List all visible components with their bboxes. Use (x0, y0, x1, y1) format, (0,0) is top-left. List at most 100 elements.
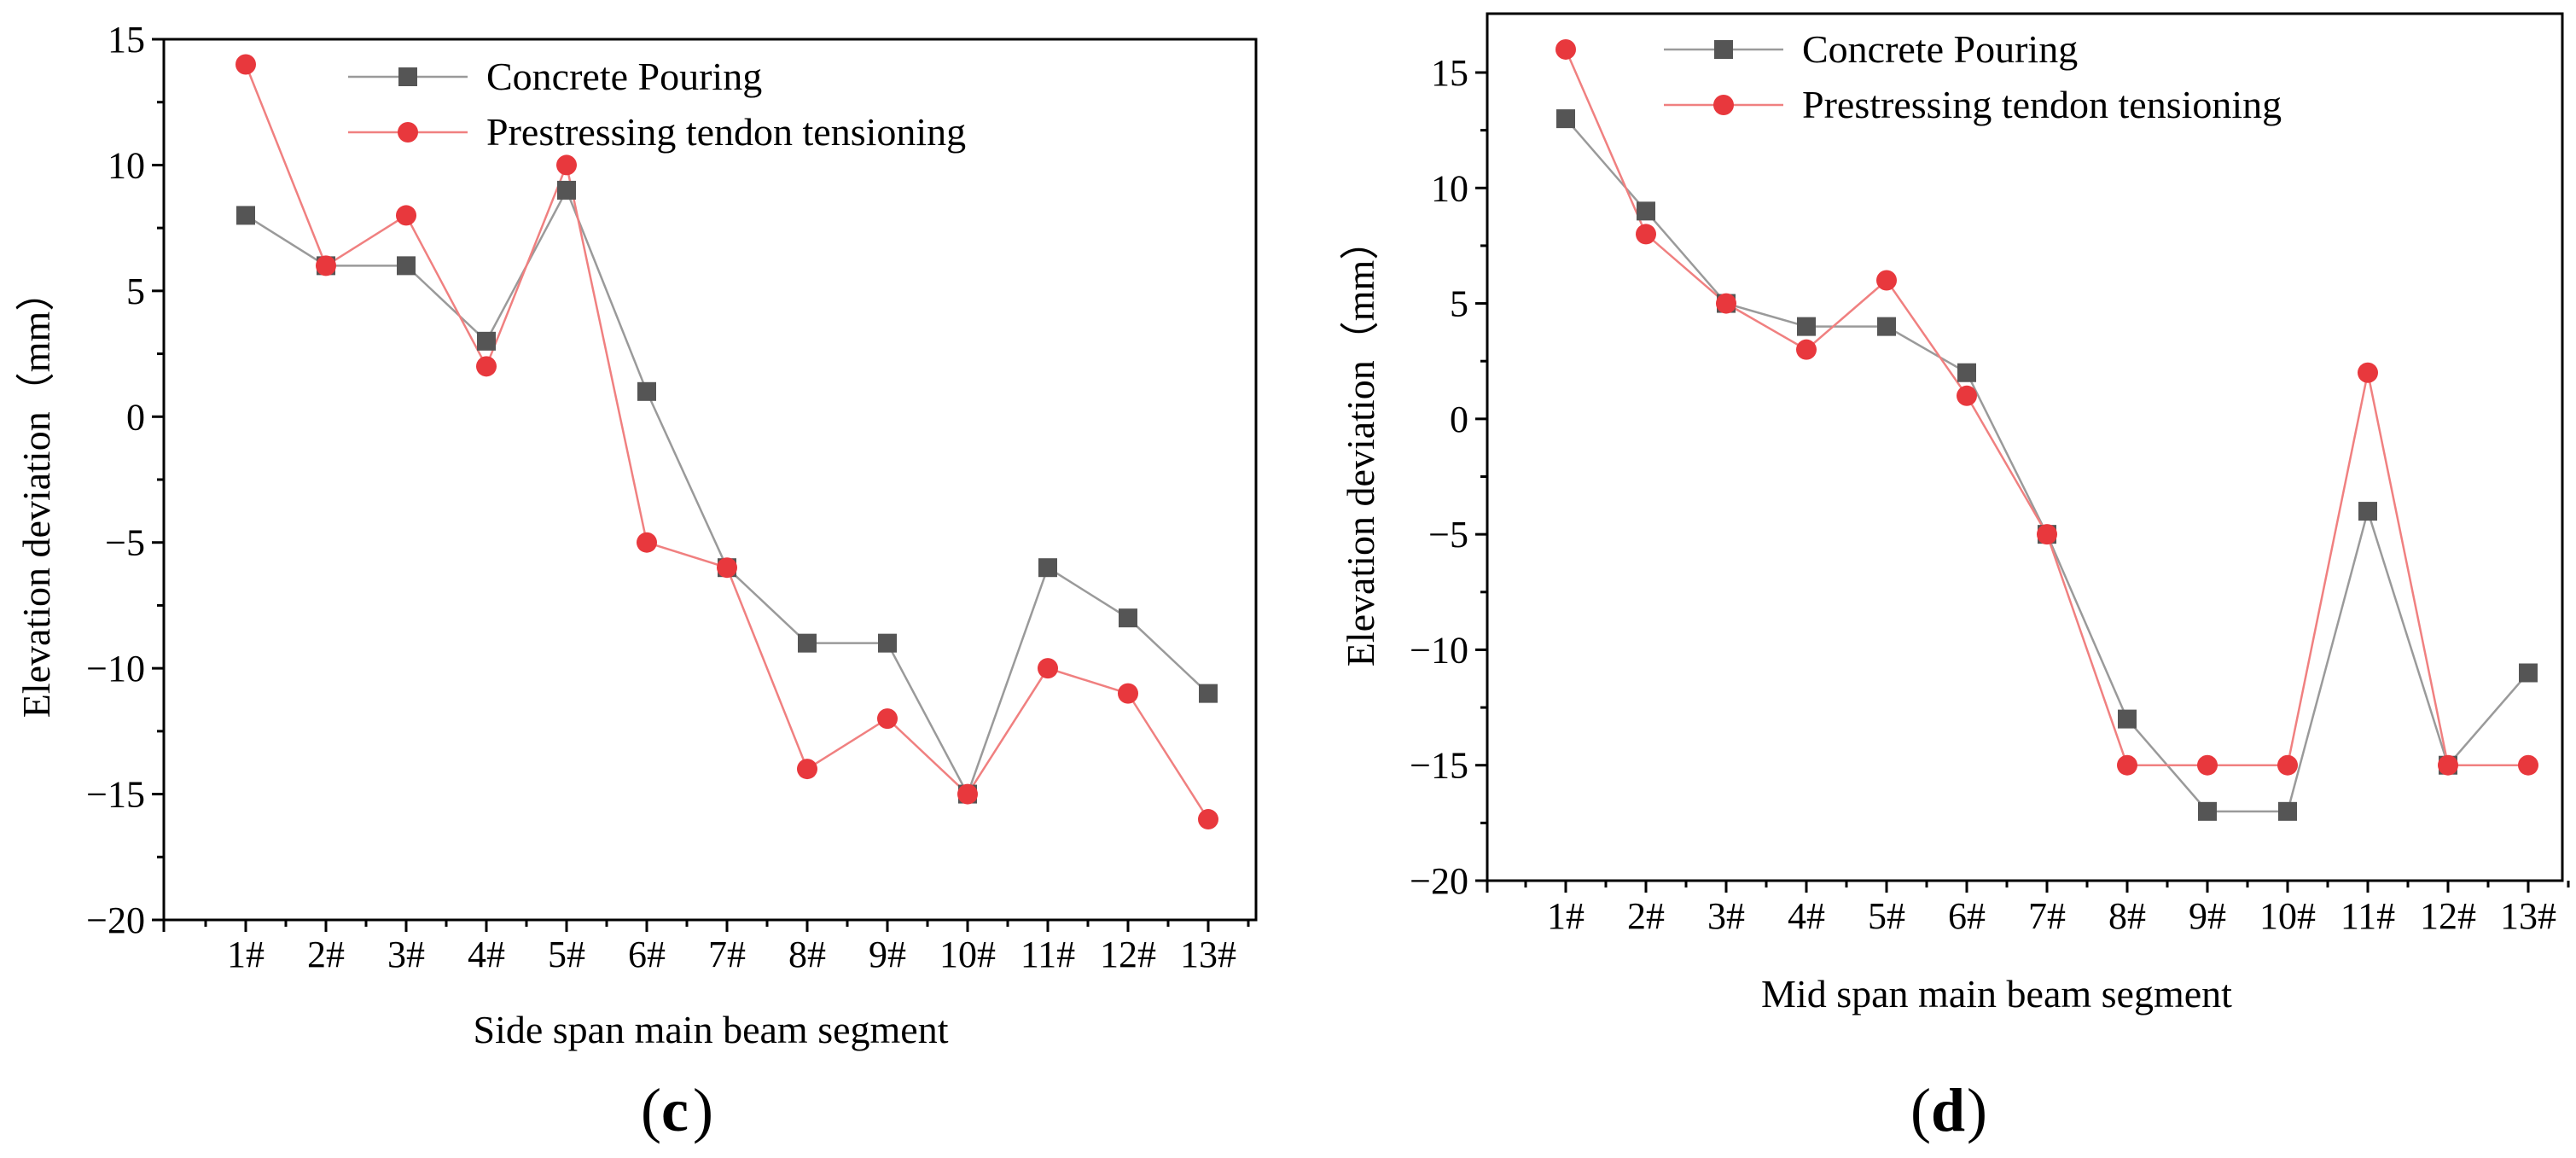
data-point-prestressing (1038, 658, 1058, 679)
y-tick-label: −15 (86, 774, 145, 816)
data-point-concrete-pouring (2118, 709, 2137, 729)
data-point-prestressing (1198, 809, 1218, 830)
data-point-concrete-pouring (798, 633, 817, 653)
x-tick-label: 5# (548, 934, 585, 975)
legend-marker-circle (398, 122, 418, 143)
x-tick-label: 9# (869, 934, 906, 975)
data-point-concrete-pouring (878, 633, 897, 653)
series-line-prestressing (244, 64, 1210, 820)
x-tick-label: 11# (1021, 934, 1075, 975)
panel-label: ) (1967, 1076, 1987, 1144)
x-tick-label: 2# (307, 934, 345, 975)
x-tick-label: 10# (939, 934, 996, 975)
data-point-concrete-pouring (1199, 684, 1218, 703)
legend: Concrete Pouring Prestressing tendon tens… (348, 55, 966, 154)
data-point-concrete-pouring (1119, 608, 1137, 628)
x-tick-label: 7# (2028, 895, 2066, 937)
panel-label-letter: c (661, 1076, 689, 1144)
data-point-prestressing (2358, 362, 2378, 383)
panel-label: ) (693, 1076, 713, 1144)
data-point-concrete-pouring (477, 331, 496, 351)
series-group (1555, 38, 2538, 821)
data-point-concrete-pouring (397, 256, 416, 276)
series-group (236, 54, 1218, 830)
x-axis-title: Mid span main beam segment (1761, 972, 2232, 1015)
y-axis-title: Elevation deviation（mm） (1339, 221, 1382, 667)
data-point-prestressing (717, 557, 737, 579)
legend-label: Prestressing tendon tensioning (486, 110, 966, 154)
x-axis-title: Side span main beam segment (474, 1008, 949, 1051)
data-point-prestressing (1716, 293, 1736, 314)
legend-marker-square (398, 67, 417, 86)
y-tick-label: 5 (1450, 283, 1468, 325)
y-axis-title: Elevation deviation（mm） (15, 272, 58, 719)
y-tick-label: 10 (108, 144, 145, 186)
panel-label-letter: d (1931, 1076, 1965, 1144)
x-axis: 1# 2# 3# 4# 5# 6# 7# 8# 9# 10# 11# 12# 13# (1486, 881, 2570, 937)
legend-label: Prestressing tendon tensioning (1802, 83, 2282, 126)
data-point-prestressing (2518, 754, 2538, 776)
series-line-concrete-pouring (245, 187, 1209, 797)
y-tick-label: −10 (1410, 629, 1468, 671)
data-point-concrete-pouring (637, 381, 656, 401)
y-tick-label: 15 (1431, 52, 1468, 94)
x-tick-label: 13# (2500, 895, 2556, 937)
plot-frame (162, 38, 1258, 922)
data-point-concrete-pouring (1797, 317, 1816, 336)
x-tick-label: 4# (468, 934, 505, 975)
x-tick-label: 6# (628, 934, 666, 975)
data-point-prestressing (236, 54, 256, 75)
data-point-prestressing (316, 255, 336, 276)
data-point-concrete-pouring (2198, 801, 2217, 821)
y-tick-label: −5 (1428, 514, 1468, 556)
data-point-prestressing (1555, 38, 1576, 60)
data-point-concrete-pouring (2278, 801, 2297, 821)
x-tick-label: 12# (1100, 934, 1156, 975)
x-tick-label: 7# (708, 934, 746, 975)
data-point-prestressing (396, 205, 416, 226)
x-tick-label: 3# (387, 934, 425, 975)
data-point-prestressing (957, 783, 978, 805)
series-line-concrete-pouring (1565, 118, 2529, 813)
plot-area (1486, 12, 2564, 882)
y-tick-label: −20 (1410, 860, 1468, 902)
plot-area (162, 38, 1258, 922)
data-point-concrete-pouring (2519, 663, 2538, 683)
data-point-prestressing (1636, 224, 1656, 245)
y-tick-label: 5 (126, 271, 145, 312)
x-tick-label: 4# (1788, 895, 1825, 937)
x-tick-label: 9# (2189, 895, 2226, 937)
y-tick-label: −5 (105, 522, 145, 564)
y-tick-label: −20 (86, 899, 145, 941)
y-tick-label: 10 (1431, 167, 1468, 209)
data-point-concrete-pouring (1637, 201, 1655, 221)
data-point-prestressing (1796, 339, 1817, 360)
plot-frame (1486, 12, 2564, 882)
x-axis: 1# 2# 3# 4# 5# 6# 7# 8# 9# 10# 11# 12# 13# (162, 920, 1250, 975)
data-point-prestressing (2277, 754, 2298, 776)
legend-label: Concrete Pouring (1802, 27, 2078, 71)
data-point-prestressing (877, 708, 898, 730)
y-tick-label: 0 (126, 396, 145, 438)
data-point-prestressing (556, 154, 577, 176)
data-point-concrete-pouring (2358, 502, 2377, 521)
data-point-prestressing (2117, 754, 2137, 776)
x-tick-label: 11# (2340, 895, 2395, 937)
panel-label: ( (1910, 1076, 1931, 1144)
x-tick-label: 1# (227, 934, 265, 975)
series-line-prestressing (1564, 49, 2528, 766)
x-tick-label: 12# (2420, 895, 2476, 937)
data-point-prestressing (1876, 270, 1897, 291)
data-point-prestressing (2037, 524, 2057, 545)
x-tick-label: 3# (1707, 895, 1745, 937)
data-point-concrete-pouring (557, 180, 576, 200)
y-axis: −20 −15 −10 −5 0 5 10 15 (1410, 52, 1487, 902)
panel-label: ( (641, 1076, 661, 1144)
data-point-prestressing (1118, 683, 1138, 704)
y-tick-label: 15 (108, 19, 145, 61)
legend-marker-square (1714, 40, 1733, 59)
data-point-prestressing (476, 356, 497, 377)
y-tick-label: −10 (86, 648, 145, 690)
